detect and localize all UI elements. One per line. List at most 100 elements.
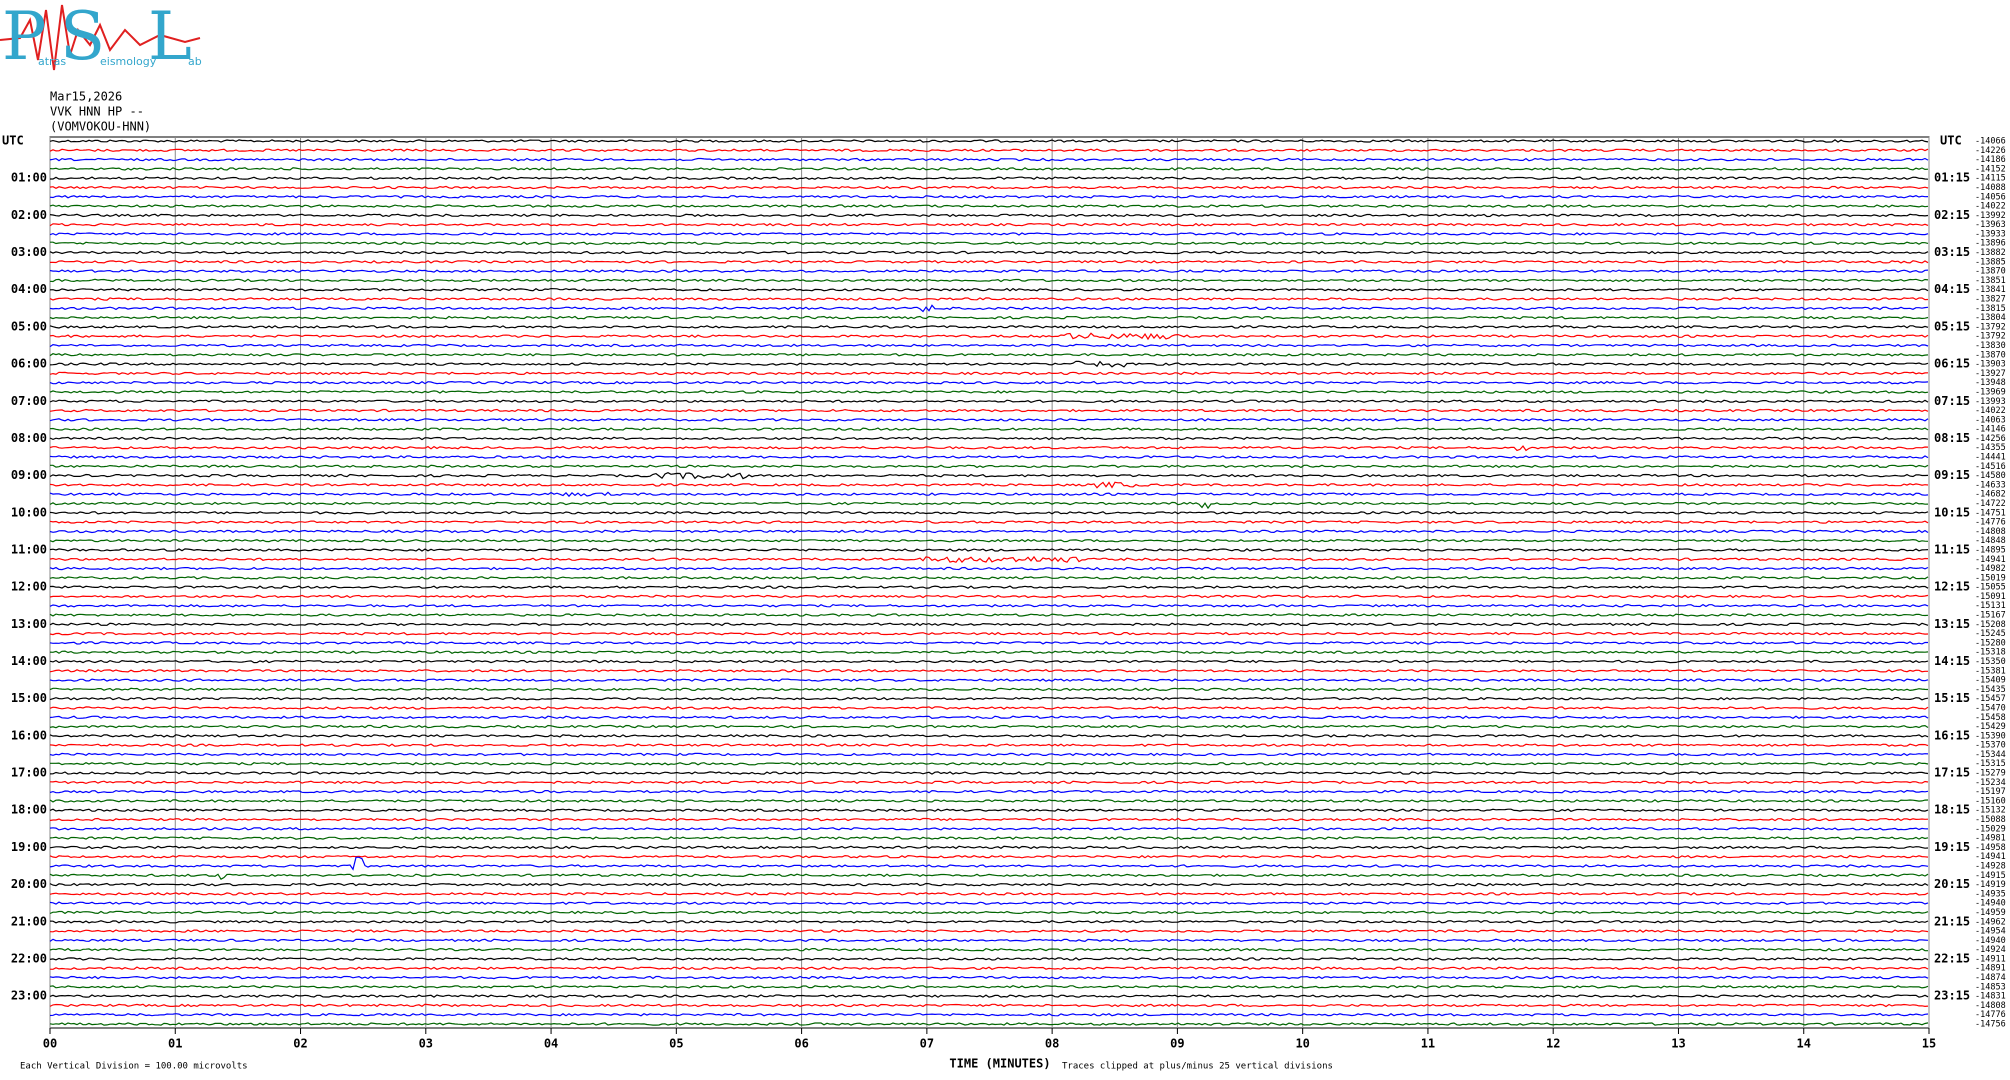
offset-label: -14962 [1975,917,2006,927]
offset-label: -14940 [1975,899,2006,909]
trace [49,304,1929,313]
trace [49,650,1929,655]
offset-label: -15091 [1975,592,2006,602]
trace [49,947,1929,952]
x-tick-label: 02 [293,1037,307,1051]
trace [49,343,1929,348]
offset-label: -14115 [1975,174,2006,184]
x-tick-label: 03 [419,1037,433,1051]
trace [49,882,1929,887]
trace [49,641,1928,645]
right-time-label: 19:15 [1934,840,1970,854]
offset-label: -14633 [1975,480,2006,490]
x-tick-label: 01 [168,1037,182,1051]
left-time-label: 21:00 [11,914,47,928]
right-time-label: 20:15 [1934,877,1970,891]
trace [49,808,1929,813]
offset-label: -13870 [1975,350,2006,360]
offset-label: -14186 [1975,155,2006,165]
scale-note: Each Vertical Division = 100.00 microvol… [20,1062,248,1072]
x-tick-label: 11 [1421,1037,1435,1051]
trace [49,566,1929,571]
left-time-label: 12:00 [11,580,47,594]
trace [49,408,1929,413]
offset-label: -13896 [1975,239,2006,249]
trace [49,734,1929,738]
trace [49,148,1929,153]
offset-label: -15088 [1975,815,2006,825]
trace [49,696,1929,701]
offset-label: -14848 [1975,536,2006,546]
trace [49,332,1929,341]
offset-label: -14776 [1975,1010,2006,1020]
trace [49,827,1929,831]
offset-label: -15435 [1975,685,2006,695]
right-time-label: 09:15 [1934,468,1970,482]
right-time-label: 05:15 [1934,319,1970,333]
offset-label: -15029 [1975,824,2006,834]
trace [49,204,1929,208]
offset-label: -15315 [1975,759,2006,769]
trace [49,511,1929,515]
trace [49,957,1929,961]
trace [49,418,1929,422]
offset-label: -14981 [1975,834,2006,844]
offset-label: -15208 [1975,620,2006,630]
offset-label: -14919 [1975,880,2006,890]
trace [49,836,1929,840]
offset-label: -15318 [1975,648,2006,658]
left-time-label: 06:00 [11,357,47,371]
trace [49,472,1929,480]
right-time-label: 15:15 [1934,691,1970,705]
left-time-label: 04:00 [11,282,47,296]
offset-label: -14226 [1975,146,2006,156]
x-tick-label: 14 [1797,1037,1811,1051]
right-time-label: 12:15 [1934,580,1970,594]
offset-label: -15167 [1975,611,2006,621]
offset-label: -14152 [1975,164,2006,174]
trace [49,491,1929,498]
right-header: UTC [1940,134,1962,148]
trace [50,761,1929,766]
logo: P S L atras eismology ab [0,0,202,75]
x-tick-label: 07 [920,1037,934,1051]
trace [49,975,1929,980]
trace [49,371,1929,376]
trace [49,706,1929,710]
offset-label: -15429 [1975,722,2006,732]
trace [49,985,1929,989]
left-time-label: 05:00 [11,319,47,333]
offset-label: -15055 [1975,583,2006,593]
right-time-label: 17:15 [1934,766,1970,780]
left-time-label: 16:00 [11,728,47,742]
trace [49,892,1929,896]
trace [49,222,1929,227]
trace [49,622,1929,627]
offset-label: -13948 [1975,378,2006,388]
offset-label: -14915 [1975,871,2006,881]
trace [49,278,1929,283]
offset-label: -15245 [1975,629,2006,639]
traces [49,139,1929,1026]
left-time-label: 01:00 [11,171,47,185]
right-time-label: 21:15 [1934,914,1970,928]
trace [49,548,1929,552]
offset-label: -15458 [1975,713,2006,723]
offset-label: -14682 [1975,490,2006,500]
offset-label: -14355 [1975,443,2006,453]
offset-label: -15279 [1975,769,2006,779]
trace [50,176,1929,180]
offset-label: -13993 [1975,397,2006,407]
trace [49,399,1929,404]
trace [49,538,1929,543]
logo-word: atras [38,55,66,68]
offset-label: -15457 [1975,694,2006,704]
offset-label: -14580 [1975,471,2006,481]
trace [49,232,1929,236]
offset-label: -15381 [1975,666,2006,676]
left-time-label: 18:00 [11,803,47,817]
offset-label: -14831 [1975,992,2006,1002]
offset-label: -13903 [1975,360,2006,370]
offset-label: -13830 [1975,341,2006,351]
